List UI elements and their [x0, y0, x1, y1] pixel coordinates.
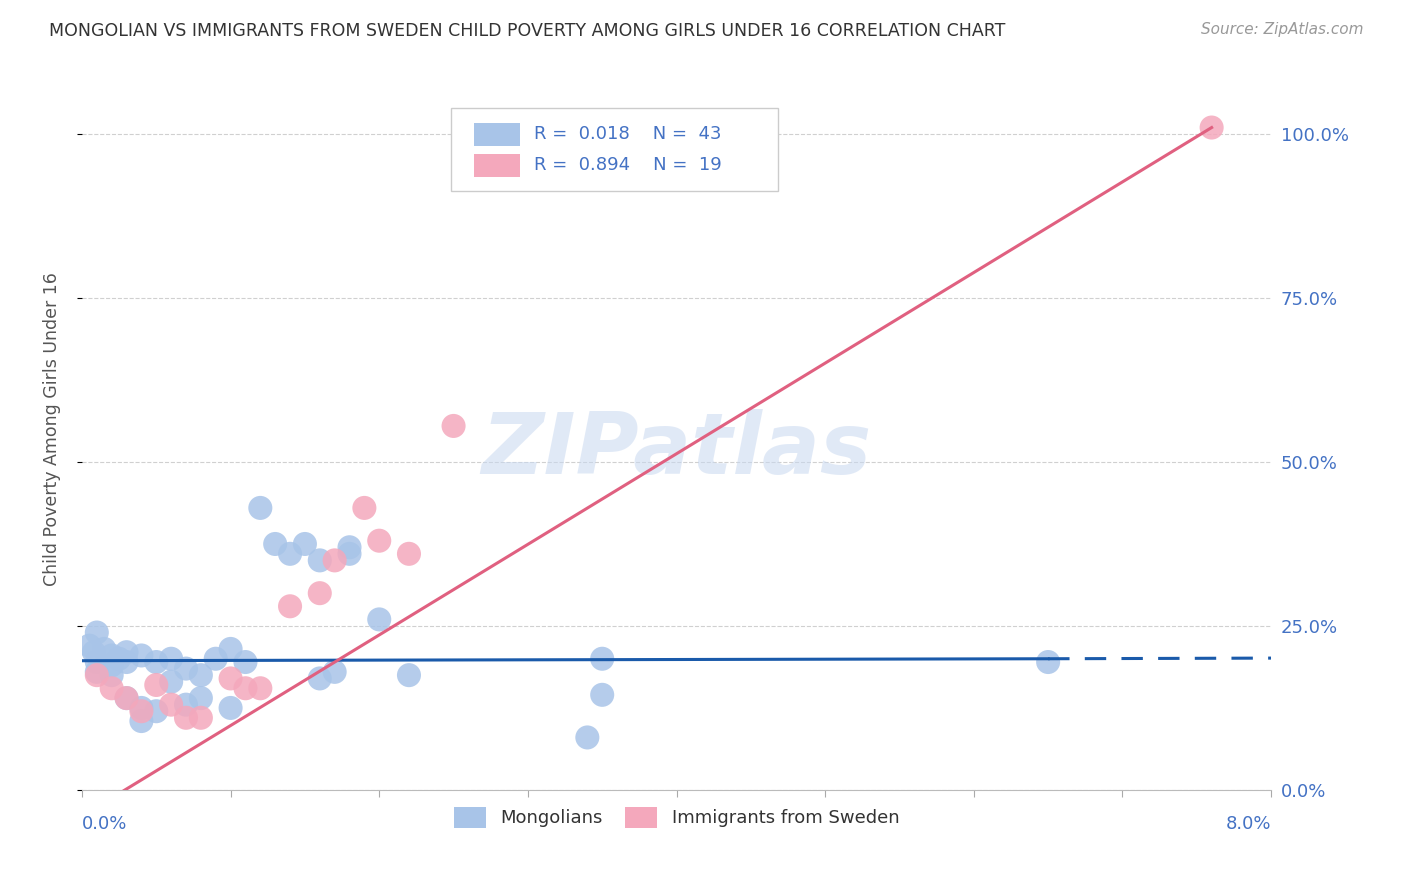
Point: [235, 655, 257, 669]
Point: [591, 688, 613, 702]
Point: [131, 704, 153, 718]
Legend: Mongolians, Immigrants from Sweden: Mongolians, Immigrants from Sweden: [447, 800, 907, 835]
Point: [86, 668, 108, 682]
Point: [323, 665, 346, 679]
Point: [115, 691, 138, 706]
Point: [160, 698, 183, 712]
Text: ZIPatlas: ZIPatlas: [481, 409, 872, 492]
Point: [204, 652, 226, 666]
Point: [249, 500, 271, 515]
Point: [86, 655, 108, 669]
Point: [100, 681, 122, 696]
Point: [323, 553, 346, 567]
Point: [115, 645, 138, 659]
Text: 0.0%: 0.0%: [82, 814, 128, 833]
Point: [145, 678, 167, 692]
Point: [398, 668, 420, 682]
Point: [368, 533, 391, 548]
Point: [308, 586, 330, 600]
Point: [235, 681, 257, 696]
Point: [1201, 120, 1223, 135]
Point: [100, 668, 122, 682]
Point: [368, 612, 391, 626]
Point: [190, 691, 212, 706]
Point: [83, 645, 105, 659]
Point: [131, 701, 153, 715]
Point: [219, 672, 242, 686]
Point: [86, 625, 108, 640]
FancyBboxPatch shape: [450, 108, 778, 191]
Text: R =  0.018    N =  43: R = 0.018 N = 43: [534, 125, 721, 144]
Point: [86, 665, 108, 679]
Text: R =  0.894    N =  19: R = 0.894 N = 19: [534, 156, 721, 174]
Point: [278, 547, 301, 561]
Point: [353, 500, 375, 515]
Point: [100, 648, 122, 663]
Point: [145, 704, 167, 718]
FancyBboxPatch shape: [474, 153, 520, 177]
Point: [115, 655, 138, 669]
Point: [79, 639, 101, 653]
Point: [278, 599, 301, 614]
Point: [591, 652, 613, 666]
Point: [108, 652, 131, 666]
Text: 8.0%: 8.0%: [1226, 814, 1271, 833]
Point: [219, 701, 242, 715]
Point: [339, 547, 361, 561]
Point: [308, 553, 330, 567]
Point: [131, 648, 153, 663]
Point: [131, 714, 153, 728]
Point: [174, 711, 197, 725]
Point: [576, 731, 599, 745]
Point: [219, 641, 242, 656]
Point: [145, 655, 167, 669]
Point: [264, 537, 287, 551]
Text: Source: ZipAtlas.com: Source: ZipAtlas.com: [1201, 22, 1364, 37]
Point: [93, 641, 115, 656]
Point: [160, 674, 183, 689]
Point: [174, 662, 197, 676]
Point: [1036, 655, 1059, 669]
Point: [115, 691, 138, 706]
Point: [308, 672, 330, 686]
Point: [398, 547, 420, 561]
Text: MONGOLIAN VS IMMIGRANTS FROM SWEDEN CHILD POVERTY AMONG GIRLS UNDER 16 CORRELATI: MONGOLIAN VS IMMIGRANTS FROM SWEDEN CHIL…: [49, 22, 1005, 40]
Point: [100, 658, 122, 673]
Y-axis label: Child Poverty Among Girls Under 16: Child Poverty Among Girls Under 16: [44, 272, 60, 586]
Point: [174, 698, 197, 712]
Point: [249, 681, 271, 696]
Point: [190, 668, 212, 682]
Point: [443, 419, 465, 434]
FancyBboxPatch shape: [474, 122, 520, 145]
Point: [294, 537, 316, 551]
Point: [160, 652, 183, 666]
Point: [339, 541, 361, 555]
Point: [190, 711, 212, 725]
